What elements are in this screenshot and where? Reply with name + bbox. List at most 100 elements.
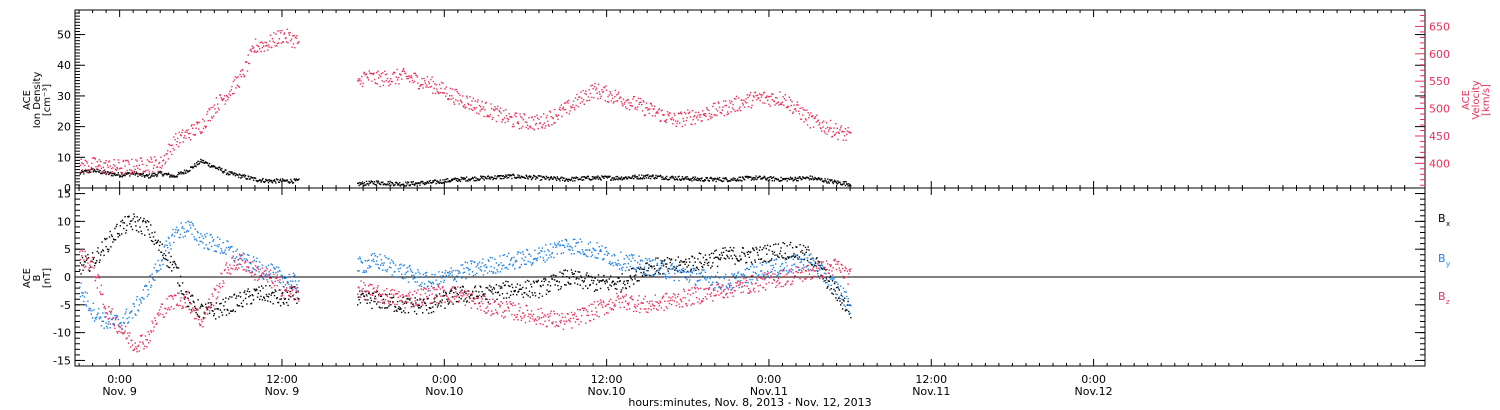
data-point	[111, 235, 113, 238]
data-point	[745, 261, 748, 264]
data-point	[288, 283, 290, 285]
data-point	[827, 126, 829, 128]
top-left-axis-title: ACE Ion Density [cm⁻³]	[22, 72, 53, 129]
data-point	[460, 264, 462, 266]
data-point	[727, 250, 730, 252]
data-point	[210, 116, 213, 118]
data-point	[823, 268, 826, 270]
data-point	[266, 179, 268, 181]
data-point	[830, 288, 832, 290]
data-point	[809, 175, 811, 177]
data-point	[162, 316, 165, 318]
data-point	[809, 261, 811, 264]
data-point	[828, 128, 830, 131]
data-point	[804, 118, 807, 120]
data-point	[480, 177, 483, 179]
data-point	[400, 263, 402, 265]
data-point	[478, 267, 480, 269]
data-point	[714, 102, 716, 104]
data-point	[810, 178, 813, 181]
data-point	[286, 301, 288, 304]
data-point	[452, 178, 454, 180]
data-point	[216, 244, 218, 247]
data-point	[595, 283, 598, 286]
data-point	[542, 284, 544, 286]
data-point	[187, 290, 189, 293]
data-point	[439, 179, 441, 181]
data-point	[820, 274, 822, 277]
data-point	[514, 112, 516, 114]
data-point	[825, 127, 827, 130]
data-point	[170, 144, 172, 147]
data-point	[441, 299, 443, 301]
data-point	[847, 300, 849, 303]
data-point	[752, 264, 754, 266]
data-point	[180, 222, 182, 224]
data-point	[577, 106, 579, 108]
data-point	[838, 296, 840, 298]
data-point	[497, 175, 500, 177]
data-point	[146, 346, 148, 348]
data-point	[407, 281, 410, 283]
data-point	[672, 266, 675, 268]
data-point	[184, 302, 186, 304]
data-point	[807, 112, 809, 114]
data-point	[376, 180, 378, 182]
data-point	[639, 266, 642, 269]
data-point	[597, 98, 599, 100]
data-point	[134, 174, 136, 176]
data-point	[804, 257, 806, 260]
data-point	[752, 176, 755, 179]
data-point	[724, 178, 726, 180]
data-point	[415, 302, 417, 304]
data-point	[450, 180, 452, 182]
data-point	[638, 174, 640, 176]
data-point	[474, 179, 477, 182]
data-point	[751, 263, 753, 265]
data-point	[243, 291, 245, 294]
data-point	[762, 92, 765, 94]
data-point	[235, 87, 237, 89]
data-point	[721, 109, 723, 111]
data-point	[210, 245, 213, 248]
data-point	[158, 314, 160, 317]
data-point	[632, 174, 634, 177]
data-point	[744, 269, 746, 271]
data-point	[100, 325, 103, 327]
data-point	[472, 176, 474, 179]
data-point	[794, 254, 796, 256]
data-point	[121, 172, 124, 174]
data-point	[85, 265, 87, 268]
data-point	[541, 179, 543, 181]
data-point	[731, 257, 734, 260]
data-point	[445, 291, 447, 294]
data-point	[466, 97, 468, 99]
data-point	[163, 246, 165, 248]
data-point	[560, 104, 562, 106]
data-point	[549, 111, 552, 113]
data-point	[465, 292, 467, 295]
data-point	[195, 238, 197, 240]
data-point	[446, 92, 448, 95]
data-point	[838, 132, 840, 135]
data-point	[148, 221, 150, 223]
data-point	[624, 263, 626, 265]
data-point	[124, 174, 126, 177]
data-point	[277, 301, 280, 304]
data-point	[634, 259, 636, 262]
data-point	[229, 94, 232, 97]
data-point	[571, 247, 573, 249]
data-point	[477, 99, 479, 101]
data-point	[179, 142, 181, 144]
data-point	[789, 178, 791, 181]
data-point	[152, 167, 155, 169]
data-point	[665, 277, 667, 280]
data-point	[403, 183, 405, 186]
data-point	[497, 105, 499, 108]
data-point	[246, 258, 248, 261]
data-point	[485, 101, 487, 104]
data-point	[426, 271, 428, 274]
data-point	[204, 126, 207, 129]
data-point	[432, 282, 435, 285]
data-point	[284, 277, 286, 279]
